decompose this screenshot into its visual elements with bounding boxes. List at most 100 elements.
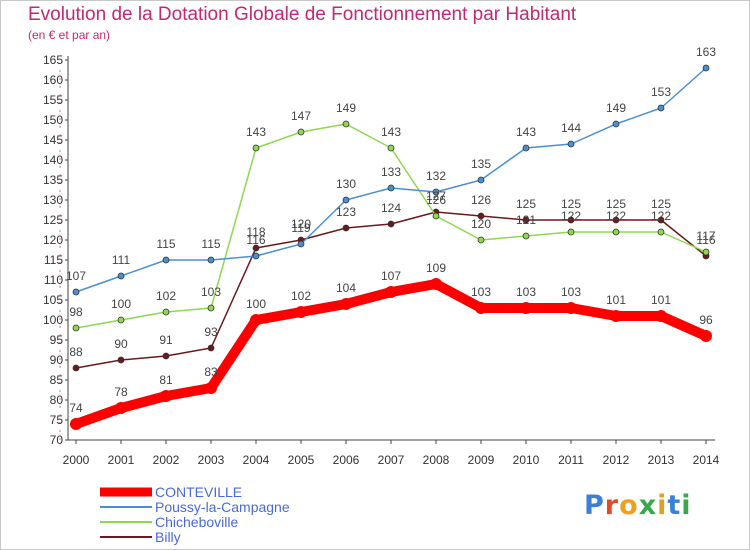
- y-tick-label: 95: [50, 333, 64, 347]
- data-point: [162, 352, 170, 360]
- data-label: 116: [246, 233, 265, 247]
- data-label: 81: [159, 373, 173, 387]
- data-point: [657, 104, 665, 112]
- chart-subtitle: (en € et par an): [28, 28, 111, 42]
- data-point: [387, 184, 395, 192]
- data-point: [297, 240, 305, 248]
- data-point: [477, 176, 485, 184]
- data-label: 120: [291, 217, 311, 231]
- data-point: [207, 304, 215, 312]
- legend-label: Poussy-la-Campagne: [155, 499, 290, 515]
- data-label: 153: [651, 85, 671, 99]
- x-tick-label: 2012: [603, 453, 630, 467]
- data-point: [252, 252, 260, 260]
- data-point: [610, 310, 622, 322]
- chart-title: Evolution de la Dotation Globale de Fonc…: [28, 4, 577, 25]
- data-label: 111: [112, 253, 131, 267]
- data-point: [702, 248, 710, 256]
- data-point: [430, 278, 442, 290]
- chart-legend: CONTEVILLEPoussy-la-CampagneChichebovill…: [100, 484, 290, 545]
- y-tick-label: 110: [44, 273, 63, 287]
- data-point: [117, 316, 125, 324]
- y-tick-label: 115: [44, 253, 63, 267]
- data-point: [342, 196, 350, 204]
- data-point: [162, 308, 170, 316]
- data-label: 100: [246, 297, 266, 311]
- logo-letter: t: [667, 490, 682, 521]
- data-label: 133: [381, 165, 401, 179]
- x-tick-label: 2013: [648, 453, 675, 467]
- data-label: 116: [696, 233, 715, 247]
- data-label: 132: [426, 169, 446, 183]
- data-point: [117, 272, 125, 280]
- data-point: [207, 256, 215, 264]
- data-label: 127: [426, 189, 446, 203]
- data-label: 100: [111, 297, 131, 311]
- data-label: 122: [561, 209, 581, 223]
- data-point: [117, 356, 125, 364]
- data-label: 117: [696, 229, 715, 243]
- data-label: 83: [204, 365, 218, 379]
- data-point: [477, 212, 485, 220]
- data-label: 103: [471, 285, 491, 299]
- x-tick-label: 2006: [333, 453, 360, 467]
- data-label: 103: [201, 285, 221, 299]
- data-label: 74: [69, 401, 83, 415]
- data-label: 115: [201, 237, 220, 251]
- data-point: [567, 228, 575, 236]
- data-label: 103: [516, 285, 536, 299]
- data-point: [567, 216, 575, 224]
- data-label: 122: [651, 209, 671, 223]
- data-label: 122: [606, 209, 626, 223]
- data-label: 124: [381, 201, 401, 215]
- data-label: 96: [699, 313, 713, 327]
- y-tick-label: 130: [43, 193, 63, 207]
- x-tick-label: 2014: [693, 453, 720, 467]
- x-tick-label: 2007: [378, 453, 405, 467]
- y-tick-label: 165: [43, 53, 63, 67]
- data-point: [612, 228, 620, 236]
- data-label: 123: [336, 205, 356, 219]
- data-label: 149: [336, 101, 356, 115]
- y-tick-label: 145: [43, 133, 63, 147]
- legend-label: CONTEVILLE: [155, 484, 242, 500]
- y-tick-label: 70: [50, 433, 64, 447]
- data-label: 107: [381, 269, 401, 283]
- data-label: 119: [291, 221, 310, 235]
- y-tick-label: 85: [50, 373, 64, 387]
- y-tick-label: 75: [50, 413, 64, 427]
- data-point: [432, 188, 440, 196]
- x-tick-label: 2002: [153, 453, 180, 467]
- data-point: [72, 324, 80, 332]
- logo-letter: P: [584, 490, 605, 521]
- data-point: [385, 286, 397, 298]
- data-point: [340, 298, 352, 310]
- x-tick-label: 2001: [108, 453, 135, 467]
- data-point: [297, 128, 305, 136]
- data-label: 120: [471, 217, 491, 231]
- x-tick-label: 2008: [423, 453, 450, 467]
- data-label: 101: [651, 293, 671, 307]
- data-label: 121: [516, 213, 536, 227]
- data-label: 118: [246, 225, 265, 239]
- data-point: [387, 144, 395, 152]
- y-tick-label: 150: [43, 113, 63, 127]
- logo-letter: x: [638, 490, 658, 521]
- data-label: 90: [114, 337, 128, 351]
- data-label: 143: [246, 125, 266, 139]
- data-point: [252, 144, 260, 152]
- data-point: [700, 330, 712, 342]
- y-tick-label: 140: [43, 153, 63, 167]
- data-point: [702, 64, 710, 72]
- data-label: 135: [471, 157, 491, 171]
- data-point: [657, 216, 665, 224]
- data-point: [342, 224, 350, 232]
- data-point: [565, 302, 577, 314]
- data-label: 149: [606, 101, 626, 115]
- data-label: 101: [606, 293, 626, 307]
- data-label: 107: [66, 269, 86, 283]
- y-tick-label: 160: [43, 73, 63, 87]
- data-point: [115, 402, 127, 414]
